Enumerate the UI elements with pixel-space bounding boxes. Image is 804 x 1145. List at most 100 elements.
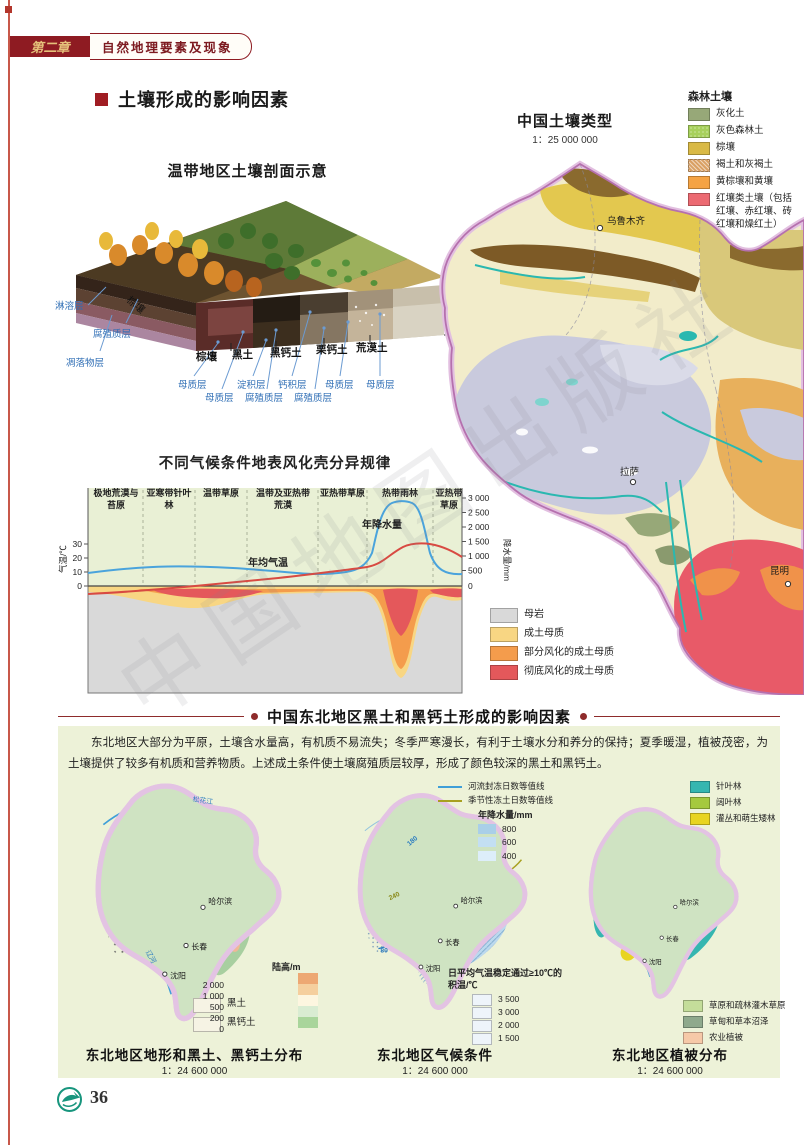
- corner-mark: [5, 6, 12, 13]
- legend-label: 褐土和灰褐土: [716, 159, 774, 170]
- river-label: 松花江: [192, 794, 214, 806]
- elevation-tick: 200: [209, 1013, 224, 1023]
- isoline-label: 80: [380, 948, 388, 955]
- soil-type-label: 黑钙土: [270, 347, 302, 359]
- layer-label: 凋落物层: [66, 358, 105, 369]
- legend-label: 季节性冻土日数等值线: [468, 795, 554, 806]
- ne-map1-title: 东北地区地形和黑土、黑钙土分布: [85, 1048, 304, 1063]
- chapter-label: 第二章: [30, 40, 70, 55]
- horizon-label: 母质层: [178, 380, 207, 391]
- zone-label: 温带草原: [202, 488, 239, 498]
- city-markers: 乌鲁木齐 拉萨 昆明: [596, 215, 792, 588]
- layer-label: 淋溶层: [55, 301, 84, 312]
- elevation-bar: [298, 973, 318, 1028]
- legend-label: 河流封冻日数等值线: [468, 781, 545, 791]
- legend-label: 部分风化的成土母质: [524, 647, 614, 658]
- legend-swatch: [472, 1033, 492, 1046]
- china-soil-map: 乌鲁木齐 拉萨 昆明: [439, 160, 804, 695]
- legend-label: 草甸和草本沼泽: [709, 1016, 769, 1026]
- legend-swatch: [690, 781, 710, 793]
- zone-label: 极地荒漠与苔原: [93, 488, 139, 510]
- legend-label: 3 000: [498, 1007, 520, 1018]
- elevation-seg: [298, 995, 318, 1006]
- legend-label: 灰色森林土: [716, 125, 764, 136]
- chart-legend: 母岩 成土母质 部分风化的成土母质 彻底风化的成土母质: [490, 608, 670, 684]
- legend-label: 2 000: [498, 1020, 520, 1031]
- legend-swatch: [683, 1032, 703, 1044]
- legend-label: 灌丛和萌生矮林: [716, 813, 776, 823]
- legend-label: 红壤类土壤（包括红壤、赤红壤、砖红壤和燥红土）: [716, 193, 793, 230]
- legend-swatch: [690, 797, 710, 809]
- ne-map-climate: 180 240 80 哈尔滨 长春 沈阳: [332, 780, 564, 1038]
- city-label: 长春: [191, 942, 207, 952]
- legend-label: 母岩: [524, 609, 544, 620]
- right-tick: 1 000: [468, 551, 490, 561]
- legend-swatch: [688, 176, 710, 189]
- soil-type-label: 黑土: [232, 349, 253, 361]
- china-map-title: 中国土壤类型: [516, 113, 613, 130]
- legend-label: 600: [502, 837, 517, 848]
- temperature-curve: [87, 542, 463, 595]
- legend-label: 黑土: [227, 998, 247, 1009]
- legend-swatch: [683, 1016, 703, 1028]
- blue-isoline-swatch: [438, 786, 462, 788]
- legend-label: 3 500: [498, 994, 520, 1005]
- heading-dot-icon: [251, 713, 258, 720]
- chart-title: 不同气候条件地表风化壳分异规律: [158, 456, 392, 472]
- elevation-tick: 2 000: [202, 980, 224, 990]
- zone-label: 亚热带草原: [320, 488, 366, 498]
- olive-isoline-swatch: [438, 800, 462, 803]
- city-label: 沈阳: [649, 957, 662, 966]
- temperature-curve-label: 年均气温: [248, 558, 288, 569]
- left-tick: 0: [77, 581, 82, 591]
- elevation-tick: 0: [219, 1024, 224, 1034]
- horizon-label: 腐殖质层: [245, 393, 284, 404]
- heading-dot-icon: [580, 713, 588, 720]
- soil-pattern-legend: 黑土 黑钙土: [193, 998, 283, 1036]
- legend-label: 阔叶林: [716, 797, 742, 807]
- chapter-title: 自然地理要素及现象: [102, 41, 233, 55]
- right-tick: 2 000: [468, 522, 490, 532]
- elevation-legend-title: 陆高/m: [272, 962, 301, 972]
- page-number: 36: [90, 1087, 108, 1107]
- elevation-tick: 1 000: [202, 991, 224, 1001]
- legend-label: 黑钙土: [227, 1017, 256, 1028]
- city-label: 哈尔滨: [680, 897, 700, 906]
- northeast-heading-text: 中国东北地区黑土和黑钙土形成的影响因素: [267, 709, 572, 726]
- soil-profile-diagram: 0 0.5 1.0 1.5 厚度/m 棕壤: [76, 201, 463, 390]
- accum-temp-legend: 日平均气温稳定通过≥10℃的积温/℃ 3 500 3 000 2 000 1 5…: [448, 968, 568, 1049]
- legend-swatch: [478, 837, 496, 848]
- legend-swatch: [472, 994, 492, 1007]
- right-tick: 500: [468, 566, 482, 576]
- right-tick: 3 000: [468, 493, 490, 503]
- legend-label: 农业植被: [709, 1032, 744, 1042]
- city-label: 哈尔滨: [461, 896, 483, 905]
- elevation-seg: [298, 1006, 318, 1017]
- elevation-tick: 500: [209, 1002, 224, 1012]
- horizon-label: 腐殖质层: [294, 393, 333, 404]
- legend-label: 棕壤: [716, 142, 736, 153]
- horizon-label: 钙积层: [278, 380, 307, 391]
- vegetation-legend-bottom: 草原和疏林灌木草原 草甸和草本沼泽 农业植被: [683, 1000, 793, 1048]
- ne-map3-title: 东北地区植被分布: [612, 1048, 728, 1063]
- legend-label: 400: [502, 850, 517, 861]
- right-tick: 1 500: [468, 537, 490, 547]
- legend-swatch: [472, 1007, 492, 1020]
- right-axis-label: 降水量/mm: [502, 539, 512, 581]
- section-bullet-icon: [95, 92, 108, 106]
- legend-swatch: [688, 142, 710, 155]
- precipitation-curve-label: 年降水量: [362, 520, 402, 531]
- legend-swatch: [478, 850, 496, 861]
- ne-map2-title: 东北地区气候条件: [377, 1048, 493, 1063]
- horizon-label: 母质层: [366, 380, 395, 391]
- elevation-seg: [298, 973, 318, 984]
- legend-swatch: [683, 1000, 703, 1012]
- isoline-legend: 河流封冻日数等值线 季节性冻土日数等值线: [438, 781, 568, 811]
- zone-label: 热带雨林: [381, 488, 418, 498]
- horizon-label: 淀积层: [237, 380, 266, 391]
- zone-label: 亚热带草原: [435, 488, 463, 510]
- soil-type-label: 栗钙土: [316, 344, 348, 356]
- ne-map-topography: 松花江 辽河 哈尔滨 长春 沈阳: [62, 778, 327, 1043]
- left-tick: 30: [73, 539, 83, 549]
- legend-swatch: [688, 125, 710, 138]
